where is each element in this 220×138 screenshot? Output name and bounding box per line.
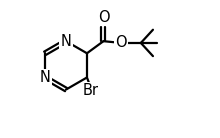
Text: N: N — [40, 70, 50, 85]
Text: O: O — [115, 35, 127, 50]
Text: Br: Br — [82, 83, 98, 98]
Text: N: N — [61, 34, 72, 49]
Text: O: O — [98, 10, 109, 25]
